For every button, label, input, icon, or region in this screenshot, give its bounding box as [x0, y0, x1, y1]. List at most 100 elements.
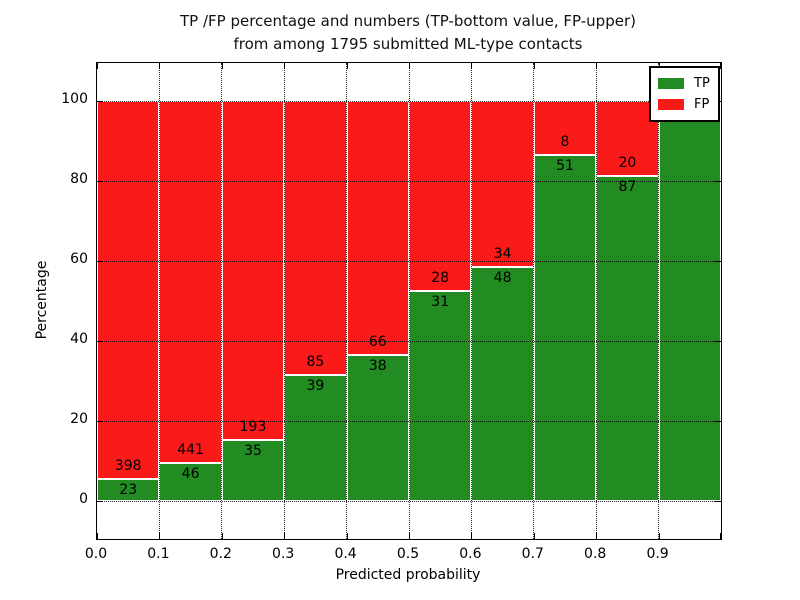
x-tick-mark: [596, 533, 598, 539]
x-tick-label: 0.4: [334, 546, 357, 562]
x-tick-label: 0.9: [646, 546, 669, 562]
x-tick-mark: [471, 533, 473, 539]
bar-count-label-tp: 38: [368, 357, 387, 374]
bar-count-label-tp: 87: [618, 178, 637, 195]
bar-count-label-fp: 85: [306, 354, 325, 371]
bar-count-label-tp: 35: [244, 442, 262, 459]
y-tick-mark: [97, 261, 103, 262]
x-tick-mark: [720, 63, 721, 69]
x-tick-mark: [533, 533, 535, 539]
vertical-gridline: [595, 63, 597, 539]
x-tick-mark: [284, 533, 286, 539]
bar-count-label-tp: 39: [306, 378, 325, 395]
x-tick-mark: [97, 63, 98, 69]
bar-segment-tp: [97, 479, 160, 501]
bar-segment-tp: [596, 175, 659, 501]
vertical-gridline: [408, 63, 410, 539]
bar-segment-fp: [346, 101, 409, 355]
bar-segment-fp: [596, 101, 659, 176]
x-tick-mark: [471, 63, 473, 69]
vertical-gridline: [533, 63, 535, 539]
x-tick-mark: [221, 63, 223, 69]
vertical-gridline: [658, 63, 660, 539]
y-tick-mark: [715, 421, 721, 422]
x-tick-label: 0.5: [396, 546, 420, 562]
legend: TP FP: [649, 66, 720, 122]
x-tick-mark: [346, 533, 348, 539]
vertical-gridline: [283, 63, 285, 539]
y-tick-label: 20: [70, 411, 88, 427]
bar-count-label-fp: 20: [618, 154, 637, 171]
chart-title-line2: from among 1795 submitted ML-type contac…: [233, 35, 583, 53]
bar-segment-tp: [533, 155, 597, 501]
horizontal-gridline: [97, 260, 721, 262]
x-tick-label: 0.0: [84, 546, 108, 562]
y-tick-mark: [715, 501, 721, 502]
y-tick-mark: [97, 181, 103, 182]
x-axis-label: Predicted probability: [335, 567, 481, 583]
bar-count-label-fp: 193: [239, 418, 267, 435]
x-tick-mark: [720, 533, 721, 539]
bar-segment-tp: [409, 290, 472, 501]
x-tick-label: 0.2: [209, 546, 232, 562]
bar-segment-fp: [471, 101, 534, 267]
bar-segment-fp: [159, 101, 222, 464]
y-tick-mark: [97, 421, 103, 422]
y-tick-label: 100: [61, 91, 88, 107]
y-tick-mark: [97, 101, 103, 102]
x-tick-mark: [533, 63, 535, 69]
horizontal-gridline: [97, 500, 721, 502]
x-tick-mark: [596, 63, 598, 69]
y-tick-label: 0: [79, 491, 88, 507]
plot-area: 3982344146193358539663828313448851208721…: [96, 62, 722, 540]
bar-count-label-fp: 441: [177, 442, 204, 459]
bar-segment-tp: [346, 354, 409, 501]
bar-segment-tp: [221, 439, 285, 501]
y-tick-mark: [97, 341, 103, 342]
x-tick-mark: [284, 63, 286, 69]
x-tick-label: 0.3: [272, 546, 295, 562]
vertical-gridline: [221, 63, 223, 539]
bar-count-label-fp: 28: [431, 269, 450, 286]
y-tick-label: 60: [70, 251, 88, 267]
x-tick-mark: [409, 533, 410, 539]
bar-count-label-tp: 46: [181, 466, 200, 483]
bar-count-label-tp: 31: [431, 293, 450, 310]
bar-segment-tp: [471, 266, 534, 501]
legend-item-fp: FP: [658, 94, 710, 115]
vertical-gridline: [470, 63, 472, 539]
bar-count-label-fp: 398: [114, 458, 142, 475]
legend-label-fp: FP: [694, 97, 710, 112]
x-tick-label: 0.1: [147, 546, 170, 562]
legend-label-tp: TP: [694, 76, 710, 91]
horizontal-gridline: [97, 100, 721, 102]
y-tick-mark: [97, 501, 103, 502]
y-tick-mark: [715, 181, 721, 182]
legend-item-tp: TP: [658, 73, 710, 94]
x-tick-mark: [159, 533, 161, 539]
bar-count-label-fp: 8: [560, 134, 570, 151]
x-tick-mark: [409, 63, 410, 69]
x-tick-mark: [658, 533, 660, 539]
x-tick-mark: [159, 63, 161, 69]
bar-segment-tp: [658, 107, 721, 501]
bar-segment-tp: [159, 463, 222, 501]
y-tick-label: 80: [70, 171, 88, 187]
legend-swatch-fp: [658, 99, 684, 110]
bar-segment-fp: [284, 101, 347, 376]
bar-count-label-fp: 34: [493, 245, 512, 262]
y-tick-mark: [715, 341, 721, 342]
bar-segment-fp: [221, 101, 285, 440]
horizontal-gridline: [97, 340, 721, 342]
bar-segment-fp: [533, 101, 597, 156]
horizontal-gridline: [97, 180, 721, 182]
y-tick-label: 40: [70, 331, 88, 347]
y-tick-mark: [715, 261, 721, 262]
x-tick-mark: [97, 533, 98, 539]
y-axis-label: Percentage: [34, 260, 50, 340]
bar-count-label-tp: 48: [493, 269, 512, 286]
chart-title-line1: TP /FP percentage and numbers (TP-bottom…: [180, 12, 636, 30]
bar-count-label-tp: 51: [556, 158, 574, 175]
x-tick-label: 0.7: [521, 546, 544, 562]
